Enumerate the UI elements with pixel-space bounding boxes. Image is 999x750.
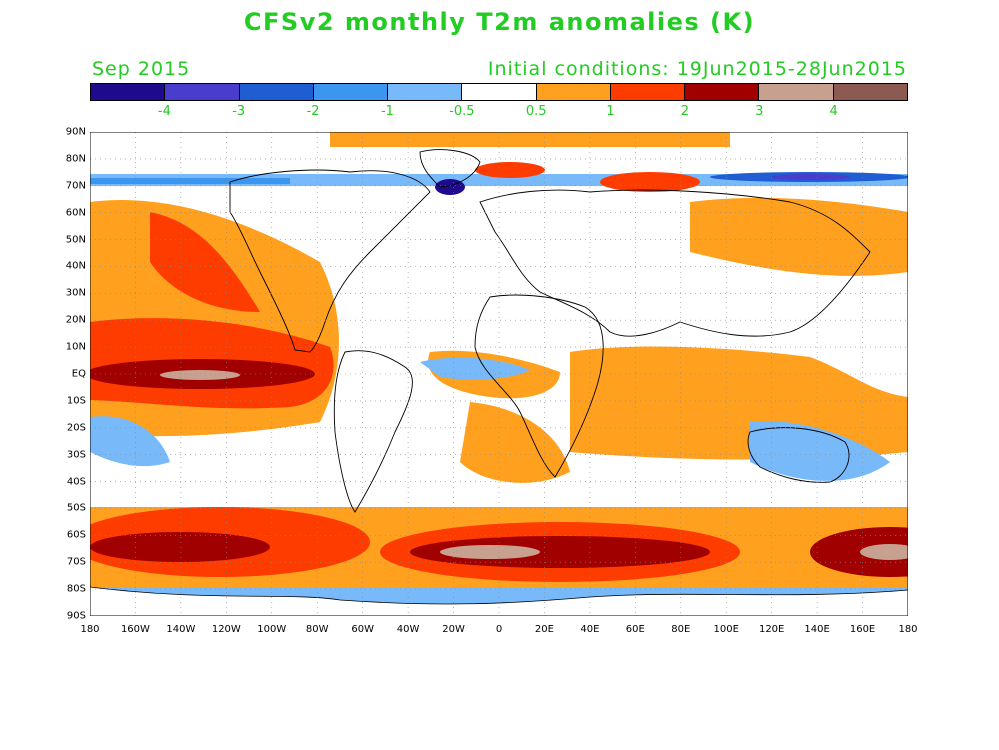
- extreme-patch: [860, 544, 908, 560]
- colorbar-label: 1: [606, 104, 615, 119]
- arctic-warm-patch: [475, 162, 545, 178]
- forecast-month: Sep 2015: [92, 58, 191, 80]
- latitude-label: 50S: [66, 502, 86, 514]
- arctic-cool-band: [90, 174, 908, 186]
- longitude-label: 60E: [625, 624, 645, 635]
- latitude-label: 10S: [66, 395, 86, 407]
- south-pacific-cool: [90, 416, 170, 467]
- colorbar-swatch: [833, 84, 907, 100]
- longitude-label: 0: [495, 624, 503, 635]
- arctic-coldest-core: [770, 174, 850, 180]
- longitude-label: 120E: [758, 624, 785, 635]
- south-atlantic-warm: [460, 402, 570, 483]
- colorbar-label: -4: [157, 104, 171, 119]
- latitude-label: 60S: [66, 529, 86, 541]
- antarctica-coastline: [90, 586, 908, 605]
- longitude-label: 40E: [580, 624, 600, 635]
- latitude-label: 20S: [66, 422, 86, 434]
- longitude-label: 60W: [351, 624, 374, 635]
- longitude-label: 80E: [671, 624, 691, 635]
- longitude-label: 40W: [396, 624, 420, 635]
- hot-patch: [810, 527, 908, 577]
- polar-warm-band: [330, 132, 730, 147]
- latitude-label: 80S: [66, 583, 86, 595]
- initial-conditions: Initial conditions: 19Jun2015-28Jun2015: [487, 58, 907, 80]
- colorbar-label: -0.5: [449, 104, 475, 119]
- latitude-label: 90N: [65, 126, 86, 138]
- ne-pacific-warm: [150, 212, 260, 312]
- colorbar-label: 3: [755, 104, 764, 119]
- colorbar-swatch: [685, 84, 760, 100]
- colorbar-swatch: [165, 84, 240, 100]
- longitude-label: 100E: [713, 624, 739, 635]
- longitude-label: 140E: [804, 624, 830, 635]
- colorbar-swatch: [759, 84, 834, 100]
- latitude-label: 80N: [65, 153, 86, 165]
- latitude-label: 50N: [65, 234, 86, 246]
- chart-title: CFSv2 monthly T2m anomalies (K): [243, 8, 756, 36]
- latitude-label: 10N: [65, 341, 86, 353]
- colorbar-swatch: [536, 84, 611, 100]
- colorbar-label: -3: [232, 104, 246, 119]
- longitude-label: 20W: [442, 624, 465, 635]
- longitude-label: 160E: [849, 624, 876, 635]
- latitude-label: EQ: [71, 368, 86, 380]
- colorbar-swatch: [239, 84, 314, 100]
- australia-cool: [750, 421, 890, 481]
- equatorial-atlantic-cool: [420, 357, 530, 380]
- longitude-label: 180: [80, 624, 100, 635]
- hot-patch: [410, 536, 710, 568]
- colorbar-swatch: [313, 84, 389, 100]
- arctic-cool-core: [90, 178, 290, 184]
- colorbar-swatch: [91, 84, 166, 100]
- latitude-label: 70S: [66, 556, 86, 568]
- el-nino-peak: [160, 370, 240, 380]
- latitude-label: 20N: [65, 314, 86, 326]
- latitude-label: 30N: [65, 287, 86, 299]
- anomaly-map: [90, 132, 908, 616]
- colorbar-label: 0.5: [525, 104, 547, 119]
- longitude-label: 100W: [257, 624, 287, 635]
- longitude-label: 140W: [166, 624, 196, 635]
- longitude-label: 180: [898, 624, 918, 635]
- latitude-label: 70N: [65, 180, 86, 192]
- colorbar-swatch: [462, 84, 537, 100]
- latitude-label: 30S: [66, 449, 86, 461]
- longitude-label: 120W: [211, 624, 241, 635]
- arctic-warm-patch: [600, 172, 700, 192]
- colorbar-label: 4: [829, 104, 838, 119]
- longitude-label: 80W: [305, 624, 329, 635]
- latitude-label: 40S: [66, 476, 86, 488]
- colorbar-label: -2: [306, 104, 320, 119]
- colorbar-swatch: [610, 84, 686, 100]
- colorbar: [90, 83, 908, 101]
- latitude-label: 40N: [65, 260, 86, 272]
- colorbar-swatch: [388, 84, 463, 100]
- latitude-label: 60N: [65, 207, 86, 219]
- coastlines: [229, 149, 871, 513]
- latitude-label: 90S: [66, 610, 86, 622]
- colorbar-label: -1: [380, 104, 394, 119]
- longitude-label: 160W: [120, 624, 150, 635]
- colorbar-label: 2: [680, 104, 690, 119]
- antarctica-landmass: [90, 587, 908, 616]
- longitude-label: 20E: [534, 624, 554, 635]
- asia-warm: [690, 197, 908, 276]
- hot-patch: [90, 532, 270, 562]
- extreme-patch: [440, 545, 540, 559]
- lat-lon-grid: [90, 132, 908, 616]
